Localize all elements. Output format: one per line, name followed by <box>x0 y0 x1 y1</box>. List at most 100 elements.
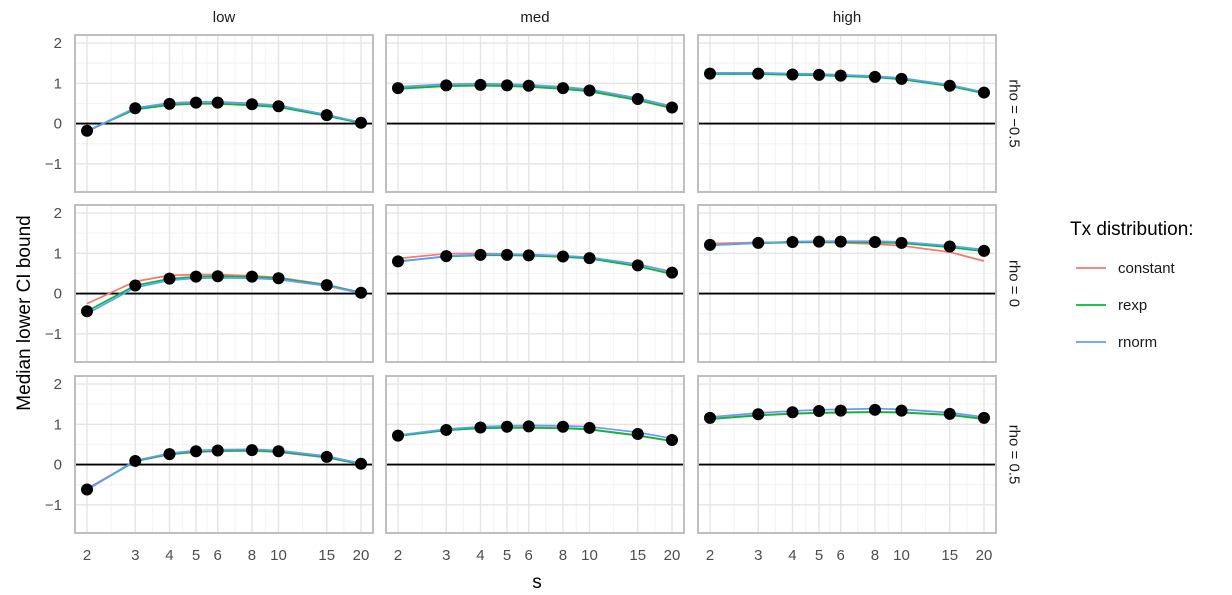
data-point <box>834 235 847 248</box>
data-point <box>583 421 596 434</box>
x-tick-label: 5 <box>815 547 823 564</box>
data-point <box>163 272 176 285</box>
x-tick-label: 3 <box>754 547 762 564</box>
y-tick-label: 2 <box>54 205 62 222</box>
legend-entry-constant: constant <box>1076 260 1176 277</box>
panel-border <box>74 204 374 363</box>
data-point <box>583 252 596 265</box>
data-point <box>355 457 367 470</box>
series-line-constant <box>86 102 362 133</box>
data-point <box>245 444 258 457</box>
x-tick-label: 5 <box>503 547 511 564</box>
legend-label: constant <box>1118 260 1176 277</box>
panel-med-row-1 <box>385 204 685 363</box>
x-tick-label: 4 <box>476 547 484 564</box>
data-point <box>163 97 176 110</box>
legend: Tx distribution: constant rexp rnorm <box>1070 219 1194 351</box>
y-axis-title: Median lower CI bound <box>14 215 35 410</box>
data-point <box>129 102 142 115</box>
data-point <box>556 82 569 95</box>
data-point <box>813 235 826 248</box>
data-point <box>501 79 514 92</box>
x-tick-label: 15 <box>629 547 646 564</box>
x-tick-label: 10 <box>581 547 598 564</box>
legend-entries: constant rexp rnorm <box>1076 260 1176 351</box>
y-tick-label: 1 <box>54 245 62 262</box>
data-point <box>272 100 285 113</box>
x-tick-label: 4 <box>165 547 173 564</box>
series-line-rexp <box>397 254 673 276</box>
panel-med-row-2 <box>385 375 685 534</box>
data-point <box>583 84 596 97</box>
data-point <box>631 93 644 106</box>
data-point <box>320 279 333 292</box>
data-point <box>355 116 367 129</box>
data-point <box>895 236 908 249</box>
x-tick-label: 3 <box>131 547 139 564</box>
data-point <box>752 67 765 80</box>
x-tick-label: 2 <box>706 547 714 564</box>
data-point <box>704 238 716 251</box>
data-point <box>666 101 678 114</box>
panel-low-row-2 <box>74 375 374 534</box>
series-line-rnorm <box>710 71 985 94</box>
x-tick-label: 10 <box>270 547 287 564</box>
data-point <box>752 236 765 249</box>
y-tick-label: 2 <box>54 35 62 52</box>
legend-label: rexp <box>1118 297 1147 314</box>
panel-border <box>74 375 374 534</box>
data-point <box>978 86 990 99</box>
data-point <box>943 240 956 253</box>
data-point <box>704 67 716 80</box>
series-line-rexp <box>86 102 362 132</box>
legend-label: rnorm <box>1118 334 1157 351</box>
x-tick-label: 15 <box>318 547 335 564</box>
data-point <box>211 444 224 457</box>
data-point <box>631 259 644 272</box>
x-tick-label: 5 <box>192 547 200 564</box>
data-point <box>392 429 404 442</box>
legend-entry-rnorm: rnorm <box>1076 334 1157 351</box>
y-tick-label: 0 <box>54 457 62 474</box>
data-point <box>631 427 644 440</box>
data-point <box>522 249 535 262</box>
data-point <box>81 483 93 496</box>
data-point <box>666 434 678 447</box>
row-strip-label: rho = 0 <box>1006 260 1023 307</box>
data-point <box>163 448 176 461</box>
x-axis-title: s <box>532 572 542 593</box>
data-point <box>272 272 285 285</box>
panel-border <box>385 204 685 363</box>
x-tick-label: 2 <box>394 547 402 564</box>
panel-border <box>697 34 997 193</box>
data-point <box>501 248 514 261</box>
x-tick-label: 8 <box>871 547 879 564</box>
x-tick-label: 15 <box>941 547 958 564</box>
y-tick-label: −1 <box>45 156 62 173</box>
data-point <box>320 109 333 122</box>
data-point <box>190 445 203 458</box>
data-point <box>813 405 826 418</box>
x-tick-label: 3 <box>442 547 450 564</box>
data-point <box>392 82 404 95</box>
data-point <box>704 411 716 424</box>
y-tick-label: 2 <box>54 376 62 393</box>
panel-border <box>385 375 685 534</box>
data-point <box>666 266 678 279</box>
panel-high-row-2 <box>697 375 997 534</box>
data-point <box>752 408 765 421</box>
panel-high-row-1 <box>697 204 997 363</box>
data-point <box>868 236 881 249</box>
data-point <box>943 407 956 420</box>
row-strip-label: rho = −0.5 <box>1006 79 1023 147</box>
legend-entry-rexp: rexp <box>1076 297 1147 314</box>
panel-low-row-0 <box>74 34 374 193</box>
series-line-rexp <box>86 449 362 491</box>
data-point <box>556 420 569 433</box>
data-point <box>211 96 224 109</box>
panel-high-row-0 <box>697 34 997 193</box>
data-point <box>978 244 990 257</box>
data-point <box>440 250 453 263</box>
panel-border <box>385 34 685 193</box>
